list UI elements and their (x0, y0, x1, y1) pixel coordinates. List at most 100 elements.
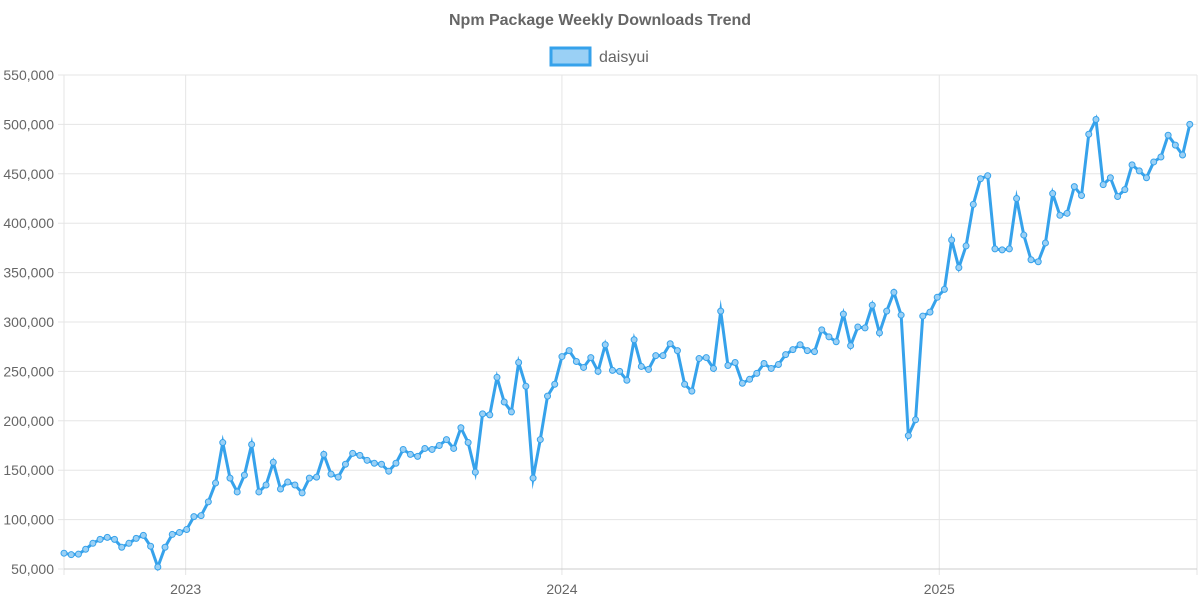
data-point[interactable] (977, 175, 984, 183)
data-point[interactable] (464, 439, 472, 447)
data-point[interactable] (74, 550, 82, 558)
data-point[interactable] (984, 172, 992, 180)
data-point[interactable] (818, 326, 826, 334)
data-point[interactable] (284, 478, 292, 486)
data-point[interactable] (1078, 192, 1086, 200)
data-point[interactable] (96, 535, 104, 543)
data-point[interactable] (767, 364, 775, 372)
data-point[interactable] (320, 450, 328, 458)
data-point[interactable] (226, 474, 234, 482)
data-point[interactable] (147, 542, 155, 550)
data-point[interactable] (940, 285, 948, 293)
data-point[interactable] (572, 358, 580, 366)
data-point[interactable] (291, 481, 299, 489)
data-point[interactable] (969, 200, 977, 208)
data-point[interactable] (1186, 120, 1194, 128)
data-point[interactable] (341, 460, 349, 468)
data-point[interactable] (912, 416, 920, 424)
data-point[interactable] (60, 549, 68, 557)
data-point[interactable] (616, 367, 624, 375)
data-point[interactable] (161, 543, 169, 551)
data-point[interactable] (479, 410, 487, 418)
data-point[interactable] (875, 329, 883, 337)
data-point[interactable] (204, 498, 212, 506)
data-point[interactable] (1114, 193, 1122, 201)
data-point[interactable] (392, 459, 400, 467)
data-point[interactable] (1157, 153, 1165, 161)
data-point[interactable] (132, 534, 140, 542)
data-point[interactable] (811, 348, 819, 356)
data-point[interactable] (1034, 258, 1042, 266)
data-point[interactable] (1099, 181, 1107, 189)
data-point[interactable] (673, 347, 681, 355)
data-point[interactable] (262, 481, 270, 489)
data-point[interactable] (724, 361, 732, 369)
data-point[interactable] (1142, 174, 1150, 182)
data-point[interactable] (457, 424, 465, 432)
data-point[interactable] (688, 387, 696, 395)
data-point[interactable] (255, 488, 263, 496)
data-point[interactable] (544, 392, 552, 400)
data-point[interactable] (832, 338, 840, 346)
data-point[interactable] (1056, 211, 1064, 219)
data-point[interactable] (1013, 195, 1021, 202)
data-point[interactable] (702, 354, 710, 362)
data-point[interactable] (67, 551, 75, 559)
data-point[interactable] (334, 473, 342, 481)
data-point[interactable] (861, 324, 869, 332)
data-point[interactable] (926, 308, 934, 316)
data-point[interactable] (139, 531, 147, 539)
data-point[interactable] (847, 342, 855, 350)
data-point[interactable] (298, 489, 306, 497)
data-point[interactable] (919, 312, 927, 320)
data-point[interactable] (695, 355, 703, 363)
data-point[interactable] (565, 347, 573, 355)
data-point[interactable] (868, 301, 876, 309)
data-point[interactable] (717, 307, 725, 315)
data-point[interactable] (659, 352, 667, 360)
legend[interactable]: daisyui (549, 46, 649, 67)
data-point[interactable] (442, 436, 450, 444)
data-point[interactable] (529, 474, 537, 482)
data-point[interactable] (428, 445, 436, 453)
data-point[interactable] (486, 411, 494, 419)
data-point[interactable] (111, 535, 119, 543)
data-point[interactable] (233, 488, 241, 496)
data-point[interactable] (652, 352, 660, 360)
data-point[interactable] (897, 311, 905, 319)
data-point[interactable] (551, 380, 559, 388)
data-point[interactable] (731, 359, 739, 367)
data-point[interactable] (363, 456, 371, 464)
data-point[interactable] (904, 432, 912, 440)
data-point[interactable] (1070, 183, 1078, 191)
data-point[interactable] (825, 333, 833, 341)
data-point[interactable] (681, 380, 689, 388)
data-point[interactable] (190, 513, 198, 521)
data-point[interactable] (1085, 130, 1093, 138)
data-point[interactable] (962, 242, 970, 250)
data-point[interactable] (82, 545, 90, 553)
data-point[interactable] (558, 353, 566, 361)
data-point[interactable] (760, 360, 768, 367)
data-point[interactable] (796, 341, 804, 349)
data-point[interactable] (645, 365, 653, 373)
data-point[interactable] (378, 460, 386, 468)
data-point[interactable] (1092, 115, 1100, 123)
data-point[interactable] (991, 245, 999, 253)
data-point[interactable] (175, 528, 183, 536)
data-point[interactable] (103, 533, 111, 541)
data-point[interactable] (948, 236, 956, 244)
data-point[interactable] (118, 543, 126, 551)
data-point[interactable] (890, 288, 898, 296)
data-point[interactable] (623, 376, 631, 384)
data-point[interactable] (630, 336, 638, 344)
data-point[interactable] (522, 382, 530, 390)
data-point[interactable] (1027, 256, 1035, 264)
data-point[interactable] (1041, 239, 1049, 247)
data-point[interactable] (168, 530, 176, 538)
data-point[interactable] (587, 354, 595, 362)
data-point[interactable] (1179, 151, 1187, 159)
data-point[interactable] (370, 459, 378, 467)
data-point[interactable] (1020, 231, 1028, 239)
data-point[interactable] (1150, 158, 1158, 166)
